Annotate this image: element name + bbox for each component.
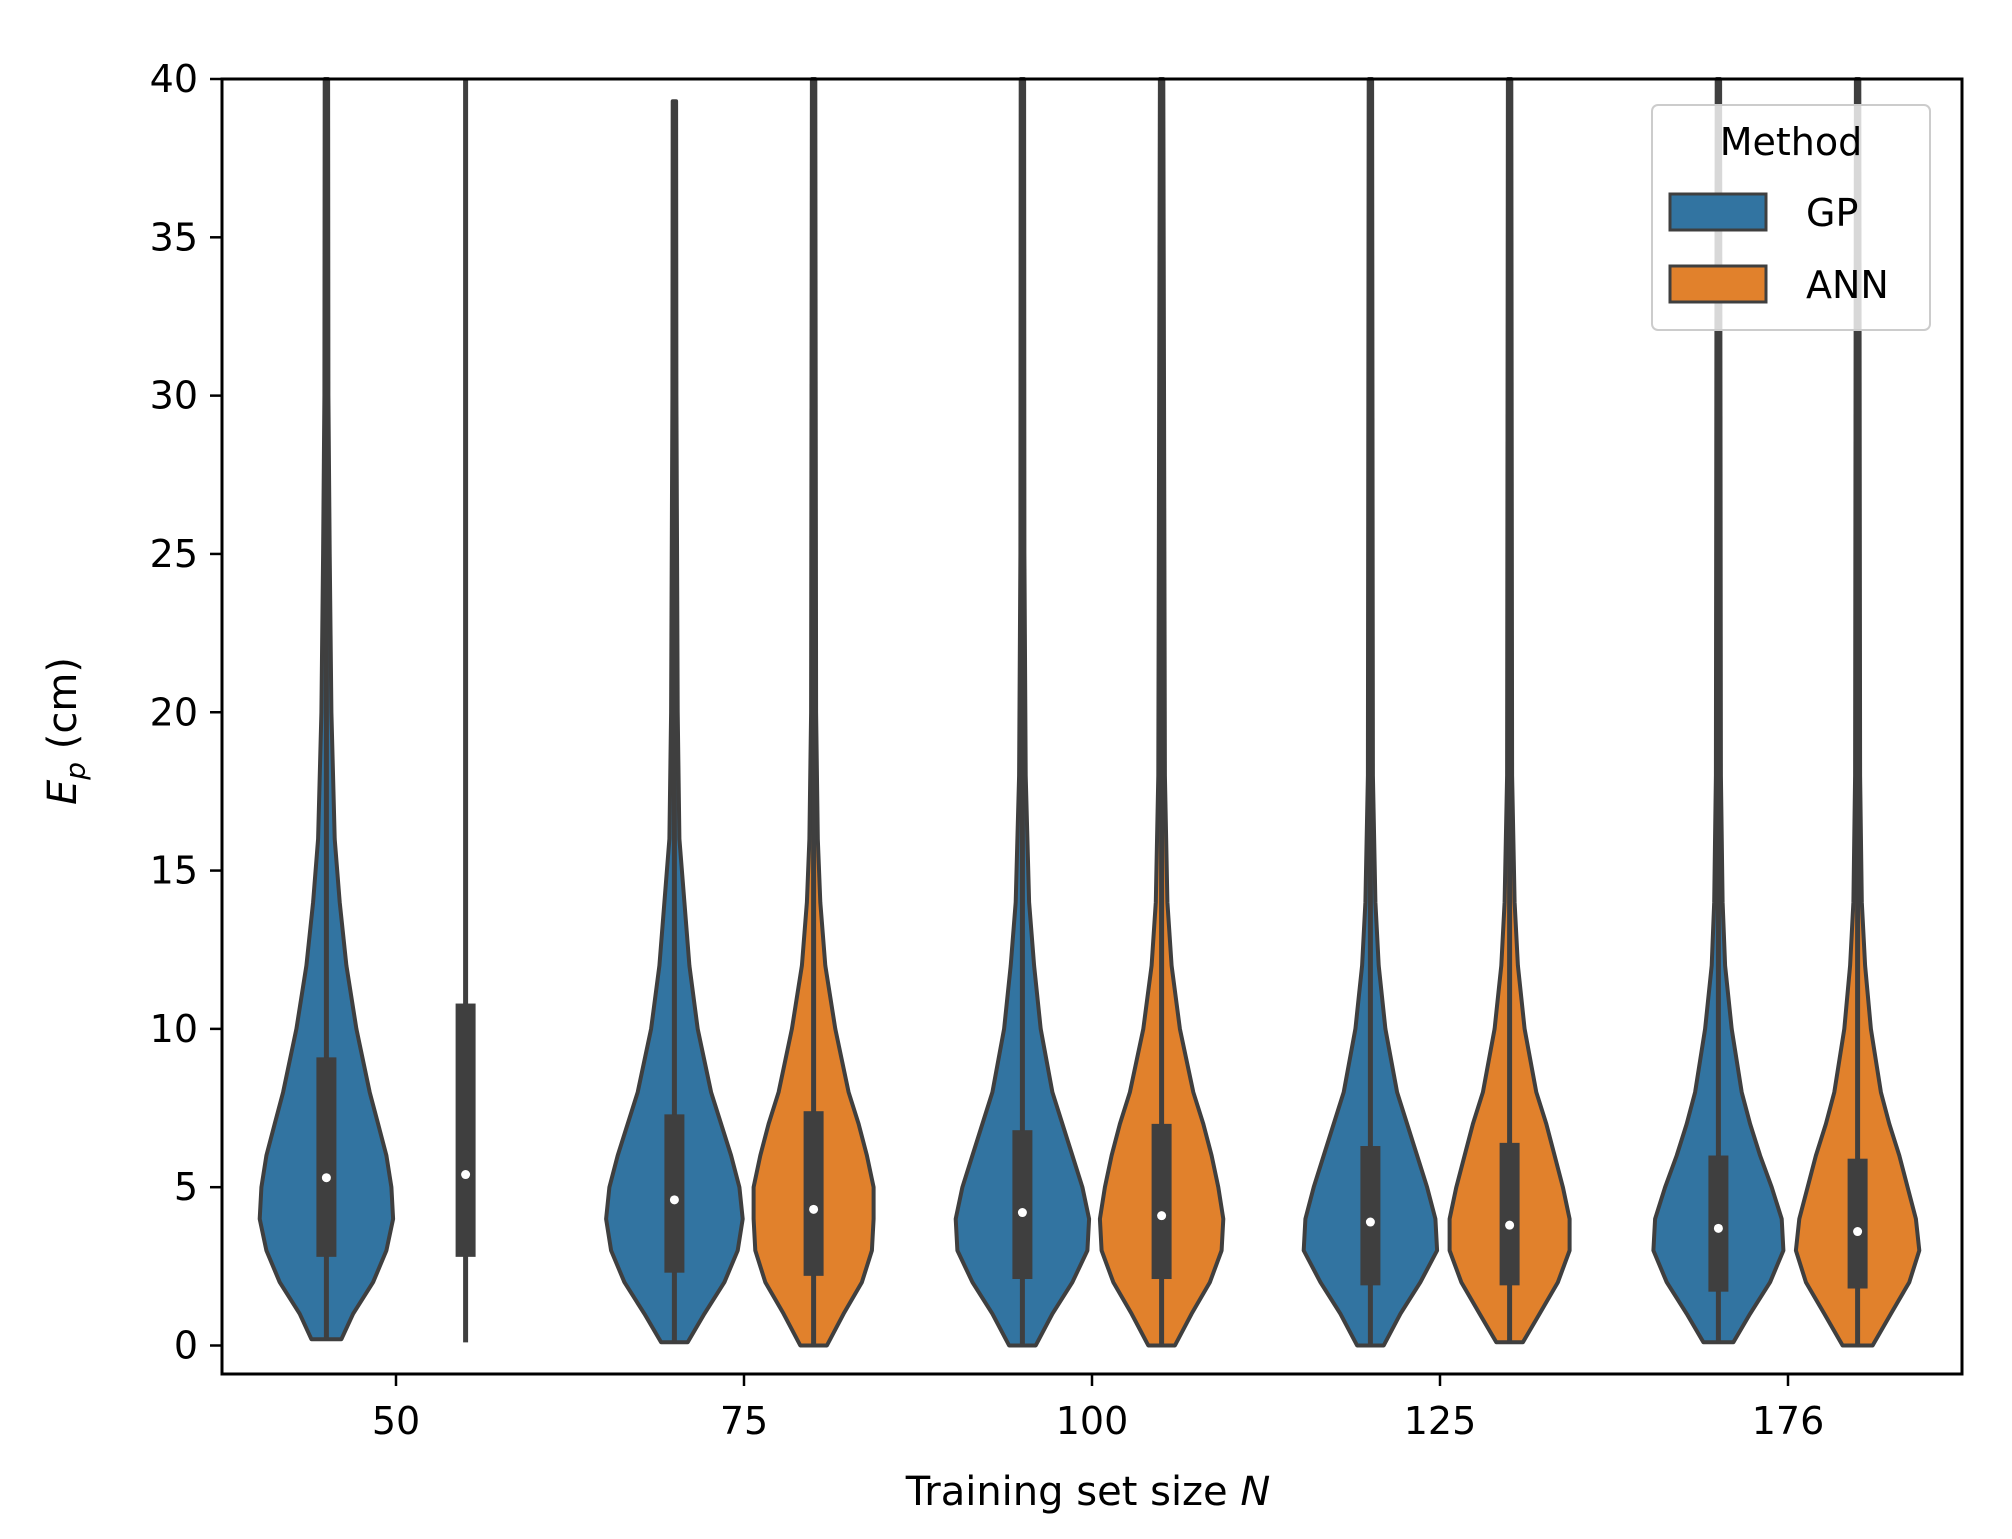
violin-median-gp-100 [1017,1208,1027,1218]
violin-median-gp-75 [669,1195,679,1205]
x-tick-label-125: 125 [1404,1399,1477,1443]
legend-swatch-gp [1668,192,1768,232]
violin-median-gp-50 [321,1173,331,1183]
violin-median-ann-100 [1157,1211,1167,1221]
violin-median-gp-176 [1713,1223,1723,1233]
violin-median-ann-176 [1853,1227,1863,1237]
violin-box-gp-176 [1708,1155,1729,1292]
violin-box-ann-176 [1847,1158,1868,1289]
y-tick-label-15: 15 [150,849,198,893]
x-tick-label-75: 75 [720,1399,768,1443]
legend-swatch-ann [1668,264,1768,304]
legend-title: Method [1720,120,1863,164]
y-tick-label-25: 25 [150,532,198,576]
y-tick-label-20: 20 [150,690,198,734]
violin-box-gp-100 [1012,1130,1033,1280]
x-tick-label-176: 176 [1752,1399,1825,1443]
violin-box-gp-75 [664,1114,685,1273]
y-tick-label-5: 5 [174,1165,198,1209]
violin-median-ann-50 [461,1170,471,1180]
y-tick-label-40: 40 [150,57,198,101]
y-tick-label-35: 35 [150,215,198,259]
legend-label-gp: GP [1806,191,1858,235]
x-tick-label-50: 50 [372,1399,420,1443]
violin-box-gp-125 [1360,1146,1381,1286]
y-tick-label-30: 30 [150,374,198,418]
violin-box-ann-125 [1499,1142,1520,1286]
legend: Method GP ANN [1651,104,1931,331]
violin-box-gp-50 [316,1057,337,1257]
x-axis-label: Training set size N [905,1469,1271,1515]
y-tick-label-0: 0 [174,1324,198,1368]
legend-label-ann: ANN [1806,263,1889,307]
x-tick-label-100: 100 [1056,1399,1129,1443]
axes-layer: 0 5 10 15 20 25 30 35 40 50 75 100 125 176 [150,57,1964,1443]
violin-median-ann-125 [1505,1220,1515,1230]
violin-box-ann-100 [1151,1123,1172,1280]
violin-median-gp-125 [1365,1217,1375,1227]
violin-box-ann-50 [455,1003,476,1257]
violin-box-ann-75 [803,1111,824,1276]
violin-median-ann-75 [809,1204,819,1214]
y-tick-label-10: 10 [150,1007,198,1051]
y-axis-label: Ep (cm) [40,657,92,805]
